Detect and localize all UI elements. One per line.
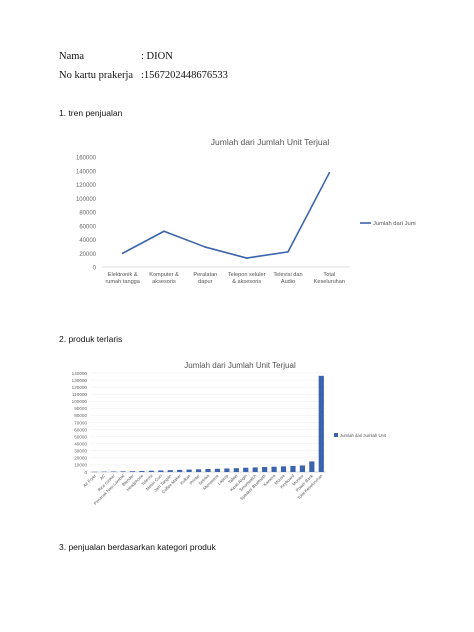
sales-trend-chart-svg: Jumlah dari Jumlah Unit Terjual 0 20000 400… xyxy=(76,137,416,285)
y-tick-label: 20000 xyxy=(79,252,96,258)
data-point xyxy=(328,171,331,174)
legend-swatch xyxy=(334,433,338,437)
bar xyxy=(195,469,202,472)
x-tick-label: Telepon seluler & aksesoris xyxy=(228,272,266,285)
chart-title: Jumlah dari Jumlah Unit Terjual xyxy=(211,137,330,147)
bar xyxy=(129,471,136,472)
bar xyxy=(224,468,230,472)
y-tick-label: 100000 xyxy=(76,197,97,203)
data-point xyxy=(287,250,289,253)
bar xyxy=(167,470,173,472)
y-tick-label: 20000 xyxy=(74,456,87,461)
x-tick-label: Elektronik & rumah tangga xyxy=(105,272,140,285)
y-tick-label: 50000 xyxy=(74,434,87,439)
bar xyxy=(243,467,249,472)
bar xyxy=(280,466,287,472)
bar xyxy=(309,461,315,472)
section-heading-best-products: 2. produk terlaris xyxy=(59,334,123,344)
bar xyxy=(290,465,296,472)
y-tick-label: 90000 xyxy=(74,406,87,411)
y-tick-label: 100000 xyxy=(72,399,88,404)
bar xyxy=(158,470,164,472)
bar xyxy=(186,469,192,472)
y-tick-label: 130000 xyxy=(72,378,88,383)
name-value: : DION xyxy=(141,51,173,62)
bar xyxy=(252,467,258,472)
bar xyxy=(262,467,268,472)
data-point xyxy=(121,252,124,255)
x-tick-label: Televisi dan Audio xyxy=(273,272,302,285)
y-tick-label: 70000 xyxy=(74,420,87,425)
bar xyxy=(139,470,145,472)
y-tick-label: 30000 xyxy=(74,449,87,454)
bar xyxy=(177,469,183,472)
best-products-chart: Jumlah dari Jumlah Unit Terjual 0 10000 200… xyxy=(60,355,386,515)
y-tick-label: 80000 xyxy=(79,211,96,217)
bar xyxy=(120,471,126,472)
sales-trend-chart: Jumlah dari Jumlah Unit Terjual 0 20000 400… xyxy=(60,123,416,297)
section-heading-category-sales: 3. penjualan berdasarkan kategori produk xyxy=(59,542,216,552)
x-tick-label: Komputer & aksesoris xyxy=(149,272,179,285)
y-tick-label: 140000 xyxy=(72,371,88,376)
bar xyxy=(233,468,239,472)
x-tick-label: Peralatan dapur xyxy=(193,272,217,285)
y-tick-label: 0 xyxy=(93,266,97,272)
legend-label: Jumlah dari Jumlah Unit Terjual xyxy=(340,433,386,438)
y-tick-label: 10000 xyxy=(74,463,87,468)
y-tick-label: 60000 xyxy=(79,224,96,230)
bar xyxy=(271,466,277,472)
y-tick-label: 140000 xyxy=(76,169,97,175)
bar xyxy=(205,469,211,472)
name-label: Nama xyxy=(59,51,85,62)
chart-title: Jumlah dari Jumlah Unit Terjual xyxy=(184,361,296,370)
section-heading-sales-trend: 1. tren penjualan xyxy=(59,108,123,118)
y-tick-label: 120000 xyxy=(76,183,97,189)
best-products-chart-svg: Jumlah dari Jumlah Unit Terjual 0 10000 200… xyxy=(72,361,386,506)
y-tick-label: 40000 xyxy=(74,442,87,447)
y-tick-label: 0 xyxy=(84,470,87,475)
y-tick-label: 60000 xyxy=(74,427,87,432)
data-point xyxy=(163,230,165,233)
card-number-label: No kartu prakerja xyxy=(59,70,134,81)
data-point xyxy=(204,246,207,248)
y-tick-label: 40000 xyxy=(79,238,96,244)
data-point xyxy=(245,257,248,259)
x-tick-label: Total Keseluruhan xyxy=(314,272,345,285)
y-tick-label: 110000 xyxy=(72,392,87,397)
bar xyxy=(318,375,324,472)
series-line xyxy=(122,172,331,259)
legend-label: Jumlah dari Jumlah xyxy=(373,221,416,227)
bar xyxy=(148,470,154,472)
y-tick-label: 160000 xyxy=(76,156,97,162)
x-tick-label: AC xyxy=(99,473,107,481)
bar xyxy=(299,465,305,472)
bar xyxy=(214,468,221,472)
card-number-value: :1567202448676533 xyxy=(141,70,228,81)
y-tick-label: 80000 xyxy=(74,413,87,418)
y-tick-label: 120000 xyxy=(72,385,88,390)
x-tick-label: Air Fryer xyxy=(82,473,97,488)
